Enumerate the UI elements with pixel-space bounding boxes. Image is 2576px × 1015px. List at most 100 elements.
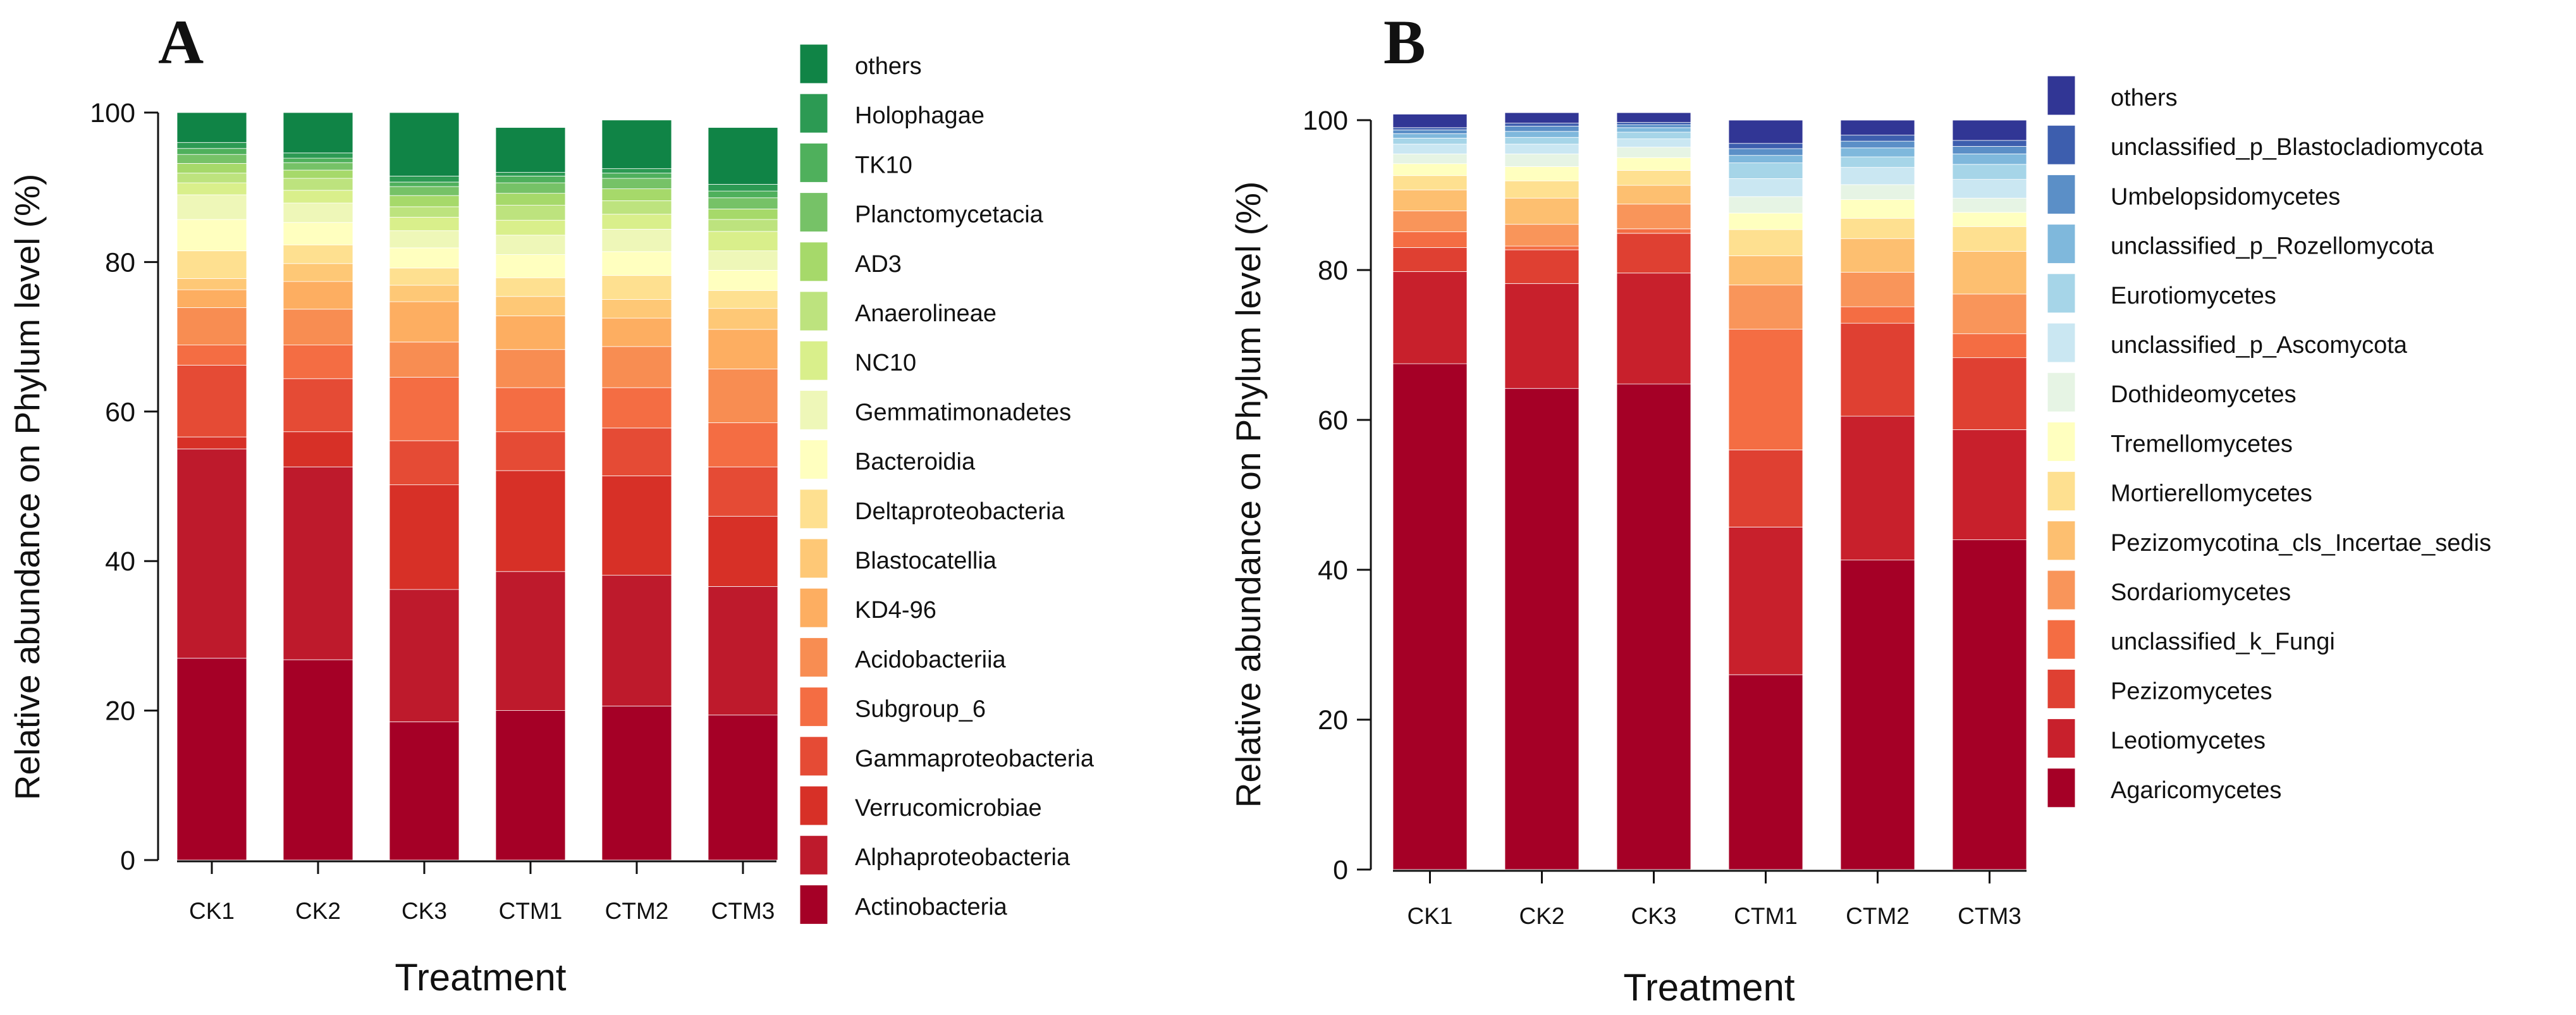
bar-segment-ck3-planctomycetacia <box>389 186 460 196</box>
bar-segment-ctm1-unclassified-p-ascomycota <box>1728 178 1803 197</box>
bar-segment-ck3-unclassified-p-blastocladiomycota <box>1616 122 1691 125</box>
bar-segment-ck3-mortierellomycetes <box>1616 169 1691 186</box>
bar-segment-ctm1-kd4-96 <box>495 316 566 350</box>
bar-segment-ck1-dothideomycetes <box>1392 153 1468 164</box>
legend-label-acidobacteriia: Acidobacteriia <box>855 646 1007 673</box>
legend-swatch-actinobacteria <box>799 884 828 925</box>
bar-segment-ctm2-others <box>1840 120 1915 136</box>
bar-segment-ck2-planctomycetacia <box>283 162 353 171</box>
bar-segment-ck1-deltaproteobacteria <box>176 250 247 279</box>
bar-segment-ctm1-alphaproteobacteria <box>495 571 566 711</box>
legend-swatch-sordariomycetes <box>2047 570 2076 610</box>
bar-segment-ctm1-dothideomycetes <box>1728 196 1803 214</box>
bar-segment-ck2-sordariomycetes <box>1504 224 1579 247</box>
legend-swatch-acidobacteriia <box>799 637 828 677</box>
bar-segment-ctm3-gammaproteobacteria <box>708 466 778 517</box>
bar-segment-ck3-acidobacteriia <box>389 341 460 378</box>
bar-segment-ck2-dothideomycetes <box>1504 153 1579 167</box>
bar-segment-ctm2-leotiomycetes <box>1840 415 1915 560</box>
bar-segment-ck2-gemmatimonadetes <box>283 202 353 223</box>
legend-label-tremellomycetes: Tremellomycetes <box>2111 431 2293 457</box>
bar-segment-ck2-actinobacteria <box>283 659 353 861</box>
legend-label-eurotiomycetes: Eurotiomycetes <box>2111 283 2276 309</box>
legend-swatch-unclassified-p-rozellomycota <box>2047 224 2076 264</box>
x-tick-label-ctm1: CTM1 <box>1734 903 1798 929</box>
bar-segment-ctm2-agaricomycetes <box>1840 560 1915 870</box>
legend-label-nc10: NC10 <box>855 350 916 376</box>
bar-segment-ck2-anaerolineae <box>283 178 353 191</box>
bar-segment-ck2-verrucomicrobiae <box>283 431 353 467</box>
legend-label-ad3: AD3 <box>855 251 902 278</box>
bar-segment-ctm1-verrucomicrobiae <box>495 470 566 572</box>
x-tick-label-ck3: CK3 <box>1631 903 1677 929</box>
y-tick-label-100: 100 <box>90 98 135 128</box>
bar-segment-ctm3-unclassified-k-fungi <box>1952 333 2027 359</box>
bar-segment-ctm1-anaerolineae <box>495 205 566 221</box>
bar-segment-ctm3-blastocatellia <box>708 308 778 330</box>
bar-segment-ck1-subgroup-6 <box>176 345 247 366</box>
legend-label-alphaproteobacteria: Alphaproteobacteria <box>855 844 1070 871</box>
legend-label-kd4-96: KD4-96 <box>855 597 936 624</box>
bar-segment-ctm1-others <box>495 127 566 173</box>
bar-segment-ctm1-others <box>1728 120 1803 144</box>
y-tick-label-0: 0 <box>120 846 135 876</box>
panel-label: A <box>158 7 204 77</box>
legend-label-unclassified-p-rozellomycota: unclassified_p_Rozellomycota <box>2111 233 2434 260</box>
bar-segment-ctm1-subgroup-6 <box>495 387 566 433</box>
bar-segment-ctm3-bacteroidia <box>708 270 778 291</box>
legend-swatch-eurotiomycetes <box>2047 273 2076 314</box>
bar-segment-ctm3-holophagae <box>708 184 778 192</box>
legend-swatch-dothideomycetes <box>2047 372 2076 412</box>
bar-segment-ck1-pezizomycotina-cls-incertae-sedis <box>1392 189 1468 211</box>
legend-swatch-unclassified-p-ascomycota <box>2047 323 2076 363</box>
legend-swatch-subgroup-6 <box>799 687 828 727</box>
legend-label-unclassified-k-fungi: unclassified_k_Fungi <box>2111 629 2335 655</box>
bar-segment-ck2-kd4-96 <box>283 281 353 310</box>
bar-segment-ctm2-planctomycetacia <box>601 178 672 189</box>
bar-segment-ck2-subgroup-6 <box>283 345 353 379</box>
bar-segment-ck1-ad3 <box>176 163 247 174</box>
bar-segment-ctm2-deltaproteobacteria <box>601 275 672 300</box>
legend-label-planctomycetacia: Planctomycetacia <box>855 202 1044 228</box>
bar-segment-ck3-gammaproteobacteria <box>389 440 460 486</box>
bar-segment-ctm1-gammaproteobacteria <box>495 431 566 471</box>
bar-segment-ck1-actinobacteria <box>176 658 247 861</box>
bar-segment-ctm2-verrucomicrobiae <box>601 476 672 576</box>
bar-segment-ctm1-acidobacteriia <box>495 349 566 388</box>
y-tick-label-20: 20 <box>105 696 135 727</box>
legend-swatch-gemmatimonadetes <box>799 390 828 430</box>
bar-segment-ck3-others <box>389 112 460 176</box>
bar-segment-ck1-blastocatellia <box>176 278 247 290</box>
x-tick-label-ctm1: CTM1 <box>499 898 563 924</box>
bar-segment-ck3-leotiomycetes <box>1616 273 1691 384</box>
bar-segment-ck1-umbelopsidomycetes <box>1392 130 1468 134</box>
bar-segment-ctm2-tremellomycetes <box>1840 199 1915 219</box>
bar-segment-ctm3-planctomycetacia <box>708 197 778 209</box>
bar-segment-ctm3-acidobacteriia <box>708 369 778 423</box>
legend-label-others: others <box>855 53 922 80</box>
bar-segment-ctm2-subgroup-6 <box>601 387 672 429</box>
bar-segment-ctm1-holophagae <box>495 172 566 176</box>
legend-swatch-agaricomycetes <box>2047 768 2076 808</box>
chart-panel-a: A CK1 CK2 CK3 CTM1 CTM2 CTM3 0 20 40 60 80 100 Treatm… <box>8 7 1095 999</box>
legend-swatch-alphaproteobacteria <box>799 835 828 875</box>
bar-segment-ctm3-leotiomycetes <box>1952 429 2027 541</box>
bar-segment-ctm1-unclassified-p-rozellomycota <box>1728 155 1803 163</box>
bar-segment-ctm3-pezizomycetes <box>1952 357 2027 430</box>
bar-segment-ck3-pezizomycetes <box>1616 233 1691 274</box>
bar-segment-ck1-gemmatimonadetes <box>176 194 247 220</box>
bar-segment-ctm2-umbelopsidomycetes <box>1840 140 1915 149</box>
bar-segment-ctm1-pezizomycetes <box>1728 450 1803 527</box>
bar-segment-ck1-bacteroidia <box>176 219 247 252</box>
bar-segment-ctm3-ad3 <box>708 209 778 220</box>
bar-segment-ck2-bacteroidia <box>283 222 353 245</box>
legend-label-unclassified-p-ascomycota: unclassified_p_Ascomycota <box>2111 332 2408 359</box>
bar-segment-ctm3-gemmatimonadetes <box>708 250 778 271</box>
legend-label-blastocatellia: Blastocatellia <box>855 548 997 574</box>
bar-segment-ctm2-blastocatellia <box>601 299 672 319</box>
y-tick-label-20: 20 <box>1318 705 1348 735</box>
y-tick-label-40: 40 <box>105 546 135 577</box>
bar-segment-ck3-unclassified-p-rozellomycota <box>1616 127 1691 133</box>
bar-segment-ctm3-nc10 <box>708 231 778 252</box>
bar-segment-ck3-actinobacteria <box>389 721 460 861</box>
